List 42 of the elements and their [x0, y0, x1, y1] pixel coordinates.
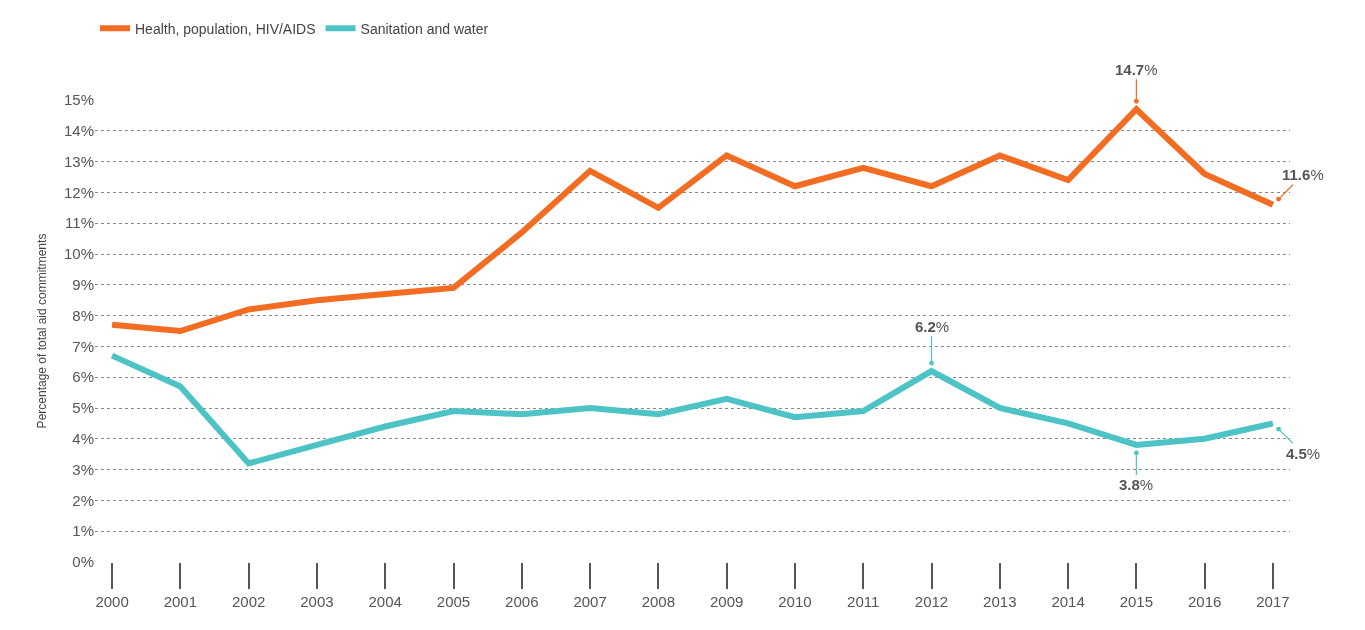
y-tick-label: 10%: [63, 245, 94, 263]
annotation: 4.5%: [1286, 445, 1321, 462]
y-tick-label: 1%: [72, 522, 94, 540]
x-tick-label: 2008: [641, 593, 676, 610]
x-tick-label: 2001: [163, 593, 198, 610]
x-tick-label: 2009: [709, 593, 744, 610]
y-tick-label: 13%: [63, 152, 94, 170]
y-tick-label: 2%: [72, 491, 94, 509]
y-tick-label: 3%: [72, 460, 94, 478]
annotation: 3.8%: [1119, 476, 1154, 493]
x-tick-label: 2006: [505, 593, 539, 610]
x-tick-label: 2000: [95, 593, 129, 610]
y-tick-label: 5%: [72, 399, 94, 417]
x-tick-label: 2007: [573, 593, 607, 610]
x-tick-label: 2012: [914, 593, 949, 610]
annotation: 14.7%: [1115, 61, 1158, 78]
y-tick-label: 8%: [72, 306, 94, 324]
legend-label: Health, population, HIV/AIDS: [135, 20, 316, 37]
y-tick-label: 9%: [72, 276, 94, 294]
x-tick-label: 2011: [847, 593, 880, 610]
x-tick-label: 2010: [778, 593, 812, 610]
x-tick-label: 2017: [1256, 593, 1290, 610]
y-tick-label: 0%: [72, 553, 94, 571]
y-tick-label: 4%: [72, 430, 94, 448]
y-tick-label: 11%: [65, 214, 94, 232]
y-tick-label: 15%: [63, 91, 94, 109]
y-tick-label: 12%: [63, 183, 94, 201]
y-tick-label: 14%: [63, 122, 94, 140]
x-tick-label: 2002: [231, 593, 266, 610]
x-tick-label: 2003: [300, 593, 334, 610]
x-tick-label: 2005: [436, 593, 471, 610]
annotation: 11.6%: [1282, 166, 1324, 183]
y-tick-label: 6%: [72, 368, 94, 386]
x-tick-label: 2016: [1187, 593, 1222, 610]
x-tick-label: 2013: [983, 593, 1017, 610]
x-tick-label: 2004: [368, 593, 402, 610]
annotation: 6.2%: [915, 318, 950, 335]
x-tick-label: 2014: [1051, 593, 1085, 610]
y-axis-title: Percentage of total aid commitments: [35, 233, 50, 429]
legend-label: Sanitation and water: [360, 20, 489, 37]
y-tick-label: 7%: [72, 337, 94, 355]
x-tick-label: 2015: [1119, 593, 1154, 610]
